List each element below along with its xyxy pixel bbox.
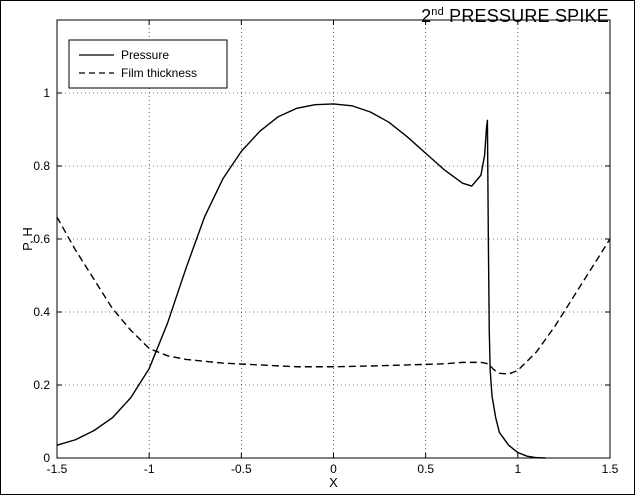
x-tick-label: 0.5 — [417, 462, 434, 476]
y-axis-label: P, H — [20, 227, 35, 251]
x-tick-label: -1 — [144, 462, 155, 476]
y-tick-label: 0.2 — [33, 378, 50, 392]
pressure-spike-annotation: 2nd PRESSURE SPIKE — [421, 6, 609, 27]
y-tick-label: 0.4 — [33, 305, 50, 319]
x-tick-label: -0.5 — [231, 462, 252, 476]
y-tick-label: 1 — [43, 86, 50, 100]
tick-labels: -1.5 -1 -0.5 0 0.5 1 1.5 0 0.2 0.4 0.6 0.8 1 — [33, 86, 618, 476]
x-tick-label: 0 — [330, 462, 337, 476]
y-tick-label: 0.8 — [33, 159, 50, 173]
x-axis-label: X — [329, 475, 338, 490]
annotation-text: PRESSURE SPIKE — [443, 6, 609, 26]
tick-marks — [56, 20, 611, 459]
grid-lines — [57, 20, 610, 458]
x-tick-label: 1 — [514, 462, 521, 476]
series-lines — [56, 103, 611, 459]
y-tick-label: 0 — [43, 451, 50, 465]
legend-box — [68, 39, 228, 89]
legend-film-thickness-label: Film thickness — [121, 66, 197, 80]
legend: Pressure Film thickness — [68, 39, 228, 89]
y-tick-label: 0.6 — [33, 232, 50, 246]
pressure-line — [56, 103, 546, 459]
x-tick-label: -1.5 — [47, 462, 68, 476]
annotation-ordinal: 2 — [421, 6, 432, 26]
annotation-ordinal-suffix: nd — [431, 6, 444, 18]
x-tick-label: 1.5 — [602, 462, 619, 476]
film-thickness-line — [56, 216, 611, 375]
legend-pressure-label: Pressure — [121, 48, 169, 62]
